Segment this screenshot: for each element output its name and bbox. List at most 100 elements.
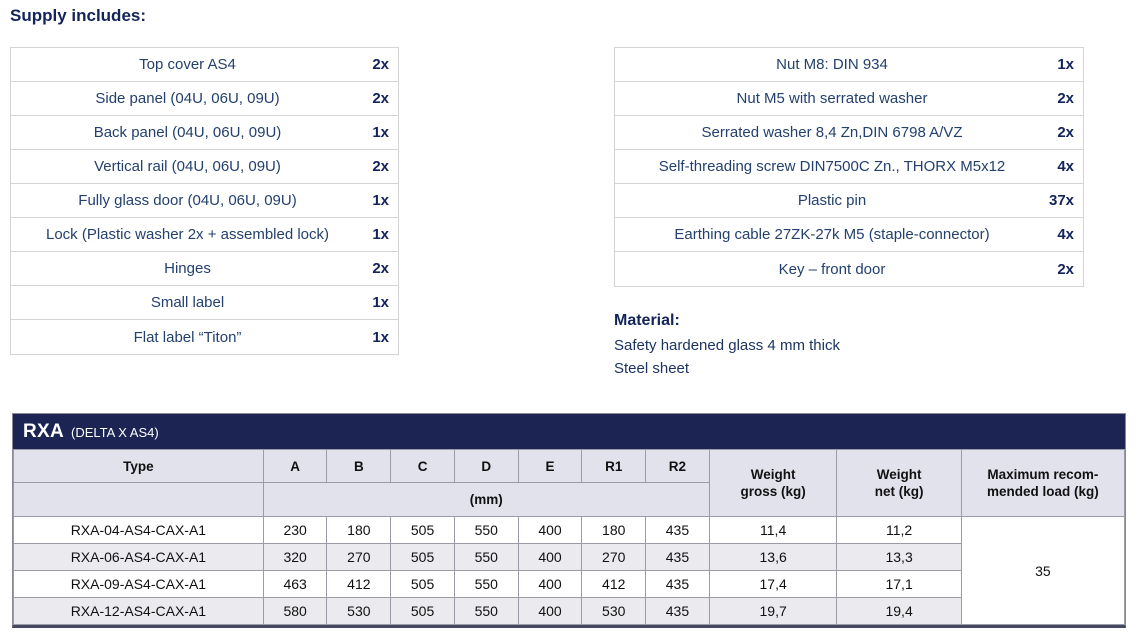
supply-row: Plastic pin 37x <box>615 184 1083 218</box>
cell-weight-net: 13,3 <box>836 543 962 571</box>
supply-item-label: Side panel (04U, 06U, 09U) <box>95 90 280 107</box>
cell-c: 505 <box>390 543 455 571</box>
supply-item-qty: 2x <box>372 260 389 277</box>
supply-item-label: Serrated washer 8,4 Zn,DIN 6798 A/VZ <box>701 124 963 141</box>
spec-data-row: RXA-04-AS4-CAX-A1 230 180 505 550 400 18… <box>13 516 1126 625</box>
col-header-r1: R1 <box>581 449 647 483</box>
supply-item-qty: 4x <box>1057 226 1074 243</box>
spec-table-titlebar: RXA (DELTA X AS4) <box>13 414 1125 449</box>
supply-row: Lock (Plastic washer 2x + assembled lock… <box>11 218 398 252</box>
cell-r1: 412 <box>581 570 647 598</box>
cell-r2: 435 <box>645 543 710 571</box>
supply-item-qty: 1x <box>372 192 389 209</box>
supply-item-label: Self-threading screw DIN7500C Zn., THORX… <box>658 158 1006 175</box>
supply-table-left: Top cover AS4 2x Side panel (04U, 06U, 0… <box>10 47 399 355</box>
spec-header-row: Type A B C D E R1 R2 Weight gross (kg) W… <box>13 449 1126 517</box>
supply-item-label: Fully glass door (04U, 06U, 09U) <box>78 192 297 209</box>
supply-row: Hinges 2x <box>11 252 398 286</box>
supply-row: Key – front door 2x <box>615 252 1083 286</box>
supply-row: Top cover AS4 2x <box>11 48 398 82</box>
supply-row: Nut M5 with serrated washer 2x <box>615 82 1083 116</box>
cell-type: RXA-04-AS4-CAX-A1 <box>13 516 264 544</box>
supply-item-qty: 4x <box>1057 158 1074 175</box>
cell-r1: 180 <box>581 516 647 544</box>
supply-item-label: Back panel (04U, 06U, 09U) <box>93 124 282 141</box>
cell-b: 270 <box>326 543 392 571</box>
spec-data-row: RXA-06-AS4-CAX-A1 320 270 505 550 400 27… <box>13 543 1125 571</box>
cell-d: 550 <box>453 597 519 625</box>
cell-weight-gross: 19,7 <box>708 597 838 625</box>
supply-table-right: Nut M8: DIN 934 1x Nut M5 with serrated … <box>614 47 1084 287</box>
supply-item-label: Lock (Plastic washer 2x + assembled lock… <box>45 226 330 243</box>
spec-table-section: RXA (DELTA X AS4) Type A B C D E R1 R2 W… <box>12 413 1126 628</box>
spec-table-subtitle: (DELTA X AS4) <box>71 425 159 440</box>
cell-b: 412 <box>326 570 392 598</box>
weight-net-line1: Weight <box>876 467 922 482</box>
col-header-a: A <box>262 449 328 483</box>
cell-d: 550 <box>453 543 519 571</box>
spec-data-row: RXA-12-AS4-CAX-A1 580 530 505 550 400 53… <box>13 597 1125 625</box>
supply-item-qty: 1x <box>372 294 389 311</box>
cell-d: 550 <box>453 516 519 544</box>
supply-item-label: Nut M5 with serrated washer <box>736 90 928 107</box>
supply-item-qty: 2x <box>372 56 389 73</box>
cell-weight-net: 11,2 <box>836 516 962 544</box>
supply-row: Self-threading screw DIN7500C Zn., THORX… <box>615 150 1083 184</box>
supply-row: Flat label “Titon” 1x <box>11 320 398 354</box>
supply-row: Back panel (04U, 06U, 09U) 1x <box>11 116 398 150</box>
supply-item-label: Key – front door <box>778 260 886 278</box>
cell-a: 320 <box>262 543 328 571</box>
cell-r1: 270 <box>581 543 647 571</box>
weight-gross-line2: gross (kg) <box>740 484 806 499</box>
cell-c: 505 <box>390 570 455 598</box>
supply-row: Earthing cable 27ZK-27k M5 (staple-conne… <box>615 218 1083 252</box>
cell-e: 400 <box>517 570 583 598</box>
material-line: Safety hardened glass 4 mm thick <box>614 337 840 354</box>
supply-item-qty: 2x <box>372 90 389 107</box>
spec-data-row: RXA-09-AS4-CAX-A1 463 412 505 550 400 41… <box>13 570 1125 598</box>
cell-type: RXA-09-AS4-CAX-A1 <box>13 570 264 598</box>
col-header-weight-gross: Weight gross (kg) <box>708 449 838 517</box>
cell-r2: 435 <box>645 516 710 544</box>
spec-table-title: RXA <box>23 420 65 442</box>
cell-max-load: 35 <box>960 516 1126 625</box>
supply-item-qty: 2x <box>1057 260 1074 278</box>
supply-item-qty: 1x <box>1057 56 1074 73</box>
supply-item-label: Top cover AS4 <box>139 56 236 73</box>
cell-weight-gross: 11,4 <box>708 516 838 544</box>
cell-weight-gross: 17,4 <box>708 570 838 598</box>
supply-item-qty: 2x <box>1057 90 1074 107</box>
supply-row: Vertical rail (04U, 06U, 09U) 2x <box>11 150 398 184</box>
cell-r2: 435 <box>645 570 710 598</box>
material-heading: Material: <box>614 312 680 329</box>
cell-b: 530 <box>326 597 392 625</box>
supply-item-label: Small label <box>150 294 225 311</box>
supply-row: Fully glass door (04U, 06U, 09U) 1x <box>11 184 398 218</box>
max-load-line1: Maximum recom- <box>987 467 1099 482</box>
col-header-e: E <box>517 449 583 483</box>
unit-row-empty-cell <box>13 482 264 517</box>
material-line: Steel sheet <box>614 360 690 377</box>
supply-row: Small label 1x <box>11 286 398 320</box>
supply-item-qty: 2x <box>372 158 389 175</box>
supply-item-label: Nut M8: DIN 934 <box>776 56 888 73</box>
supply-item-label: Hinges <box>164 260 211 277</box>
supply-item-qty: 37x <box>1049 192 1075 209</box>
cell-d: 550 <box>453 570 519 598</box>
cell-r2: 435 <box>645 597 710 625</box>
supply-item-label: Earthing cable 27ZK-27k M5 (staple-conne… <box>674 226 990 243</box>
supply-row: Side panel (04U, 06U, 09U) 2x <box>11 82 398 116</box>
supply-row: Serrated washer 8,4 Zn,DIN 6798 A/VZ 2x <box>615 116 1083 150</box>
col-header-d: D <box>453 449 519 483</box>
cell-b: 180 <box>326 516 392 544</box>
supply-row: Nut M8: DIN 934 1x <box>615 48 1083 82</box>
cell-weight-gross: 13,6 <box>708 543 838 571</box>
weight-net-line2: net (kg) <box>874 484 924 499</box>
col-header-b: B <box>326 449 392 483</box>
col-header-type: Type <box>13 449 264 483</box>
unit-label: (mm) <box>262 482 710 517</box>
col-header-weight-net: Weight net (kg) <box>836 449 962 517</box>
page-title: Supply includes: <box>10 6 147 25</box>
col-header-c: C <box>390 449 455 483</box>
